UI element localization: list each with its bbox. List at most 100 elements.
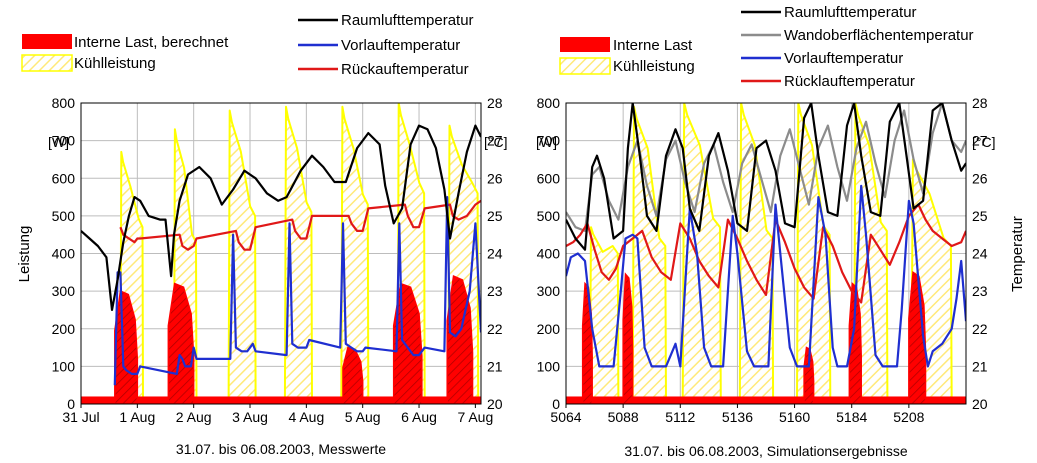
y2-tick-label: 23 [487, 283, 503, 299]
y-tick-label: 500 [537, 208, 561, 224]
series-line-ruecklauf [566, 203, 966, 304]
caption-messwerte: 31.07. bis 06.08.2003, Messwerte [176, 441, 386, 457]
legend-label-ruecklauf: Rücklauftemperatur [784, 73, 915, 90]
y-tick-label: 600 [52, 170, 76, 186]
y2-tick-label: 25 [972, 208, 988, 224]
y-tick-label: 0 [67, 396, 75, 412]
legend-label-raumluft: Raumlufttemperatur [784, 4, 917, 21]
y-axis-label-leistung: Leistung [16, 226, 33, 283]
y2-tick-label: 28 [972, 95, 988, 111]
legend-label-interne-last: Interne Last [613, 37, 693, 54]
legend-label-vorlauf: Vorlauftemperatur [341, 37, 460, 54]
y-tick-label: 700 [52, 133, 76, 149]
y-tick-label: 0 [552, 396, 560, 412]
y2-tick-label: 27 [972, 133, 988, 149]
kuehlleistung-cycle [588, 226, 620, 404]
x-tick-label: 5088 [608, 409, 639, 425]
plot-frame [565, 102, 967, 405]
chart-simulation: Interne Last Kühlleistung Raumlufttemper… [536, 4, 1026, 459]
series-line-vorlauf [566, 184, 966, 368]
x-tick-label: 5160 [779, 409, 810, 425]
legend-label-wandoberflaeche: Wandoberflächentemperatur [784, 27, 974, 44]
x-tick-label: 2 Aug [176, 409, 212, 425]
series-line-vorlauf [113, 196, 481, 386]
y2-tick-label: 23 [972, 283, 988, 299]
series-line-ruecklauf [119, 199, 481, 251]
chart-messwerte: Interne Last, berechnet Kühlleistung Rau… [16, 12, 508, 457]
axis-ticks: 0 20 100 21 200 22 300 23 400 24 500 25 600 26 700 27 80… [537, 95, 988, 425]
y2-unit-celsius: [°C] [484, 134, 508, 150]
axis-ticks: 0 20 100 21 200 22 300 23 400 24 500 25 600 26 700 27 80… [52, 95, 503, 425]
plot-frame [80, 102, 482, 405]
legend-label-ruecklauf: Rückauftemperatur [341, 61, 469, 78]
x-tick-label: 1 Aug [119, 409, 155, 425]
temperature-lines [81, 124, 481, 386]
y-tick-label: 800 [52, 95, 76, 111]
y-unit-watt: [W] [536, 134, 557, 150]
interne-last-block [342, 346, 364, 404]
kuehlleistung-cycle [796, 103, 832, 404]
interne-last-block [803, 346, 815, 404]
y2-tick-label: 24 [972, 246, 988, 262]
legend-label-kuehlleistung: Kühlleistung [74, 55, 156, 72]
caption-simulation: 31.07. bis 06.08.2003, Simulationsergebn… [624, 443, 908, 459]
x-tick-label: 5184 [836, 409, 867, 425]
y-tick-label: 800 [537, 95, 561, 111]
x-tick-label: 4 Aug [288, 409, 324, 425]
legend-right-0: Raumlufttemperatur Vorlauftemperatur Rüc… [298, 12, 474, 78]
kuehlleistung-cycle [853, 103, 889, 404]
series-line-raumluft [81, 124, 481, 311]
interne-last-baseline [566, 396, 966, 404]
y2-tick-label: 28 [487, 95, 503, 111]
y2-unit-celsius: [°C] [972, 134, 996, 150]
legend-label-raumluft: Raumlufttemperatur [341, 12, 474, 29]
y-tick-label: 500 [52, 208, 76, 224]
series-line-raumluft [566, 103, 966, 251]
x-tick-label: 7 Aug [457, 409, 493, 425]
y-tick-label: 400 [537, 246, 561, 262]
x-tick-label: 31 Jul [62, 409, 99, 425]
y-tick-label: 200 [537, 321, 561, 337]
x-tick-label: 5064 [550, 409, 581, 425]
y2-tick-label: 25 [487, 208, 503, 224]
legend-left-0: Interne Last, berechnet Kühlleistung [21, 34, 229, 72]
y2-tick-label: 20 [487, 396, 503, 412]
y2-tick-label: 26 [972, 170, 988, 186]
y-tick-label: 600 [537, 170, 561, 186]
legend-swatch-kuehlleistung [559, 57, 611, 75]
y2-tick-label: 22 [972, 321, 988, 337]
y-tick-label: 700 [537, 133, 561, 149]
legend-label-interne-last: Interne Last, berechnet [74, 34, 229, 51]
legend-label-vorlauf: Vorlauftemperatur [784, 50, 903, 67]
legend-swatch-interne-last [22, 34, 72, 49]
y-tick-label: 300 [52, 283, 76, 299]
temperature-lines [566, 103, 966, 368]
y-tick-label: 400 [52, 246, 76, 262]
legend-label-kuehlleistung: Kühlleistung [613, 58, 695, 75]
kuehlleistung-cycle [340, 105, 370, 404]
y2-tick-label: 27 [487, 133, 503, 149]
y2-tick-label: 26 [487, 170, 503, 186]
kuehlleistung-cycle [738, 103, 775, 404]
interne-last-baseline [81, 396, 481, 404]
x-tick-label: 5112 [665, 409, 695, 425]
y-unit-watt: [W] [48, 134, 69, 150]
legend-swatch-kuehlleistung [21, 54, 73, 72]
y-tick-label: 100 [52, 358, 76, 374]
legend-left-1: Interne Last Kühlleistung [559, 37, 695, 75]
interne-last-block [622, 272, 634, 404]
x-tick-label: 3 Aug [232, 409, 268, 425]
y2-tick-label: 22 [487, 321, 503, 337]
x-tick-label: 5208 [893, 409, 924, 425]
y2-tick-label: 21 [972, 358, 988, 374]
y2-tick-label: 20 [972, 396, 988, 412]
x-tick-label: 5 Aug [345, 409, 381, 425]
x-tick-label: 5136 [722, 409, 753, 425]
x-tick-label: 6 Aug [401, 409, 437, 425]
legend-right-1: Raumlufttemperatur Wandoberflächentemper… [741, 4, 974, 90]
y2-tick-label: 21 [487, 358, 503, 374]
y-tick-label: 200 [52, 321, 76, 337]
legend-swatch-interne-last [560, 37, 610, 52]
series-line-wandoberflaeche [566, 103, 966, 232]
kuehlleistung-area [588, 103, 953, 404]
